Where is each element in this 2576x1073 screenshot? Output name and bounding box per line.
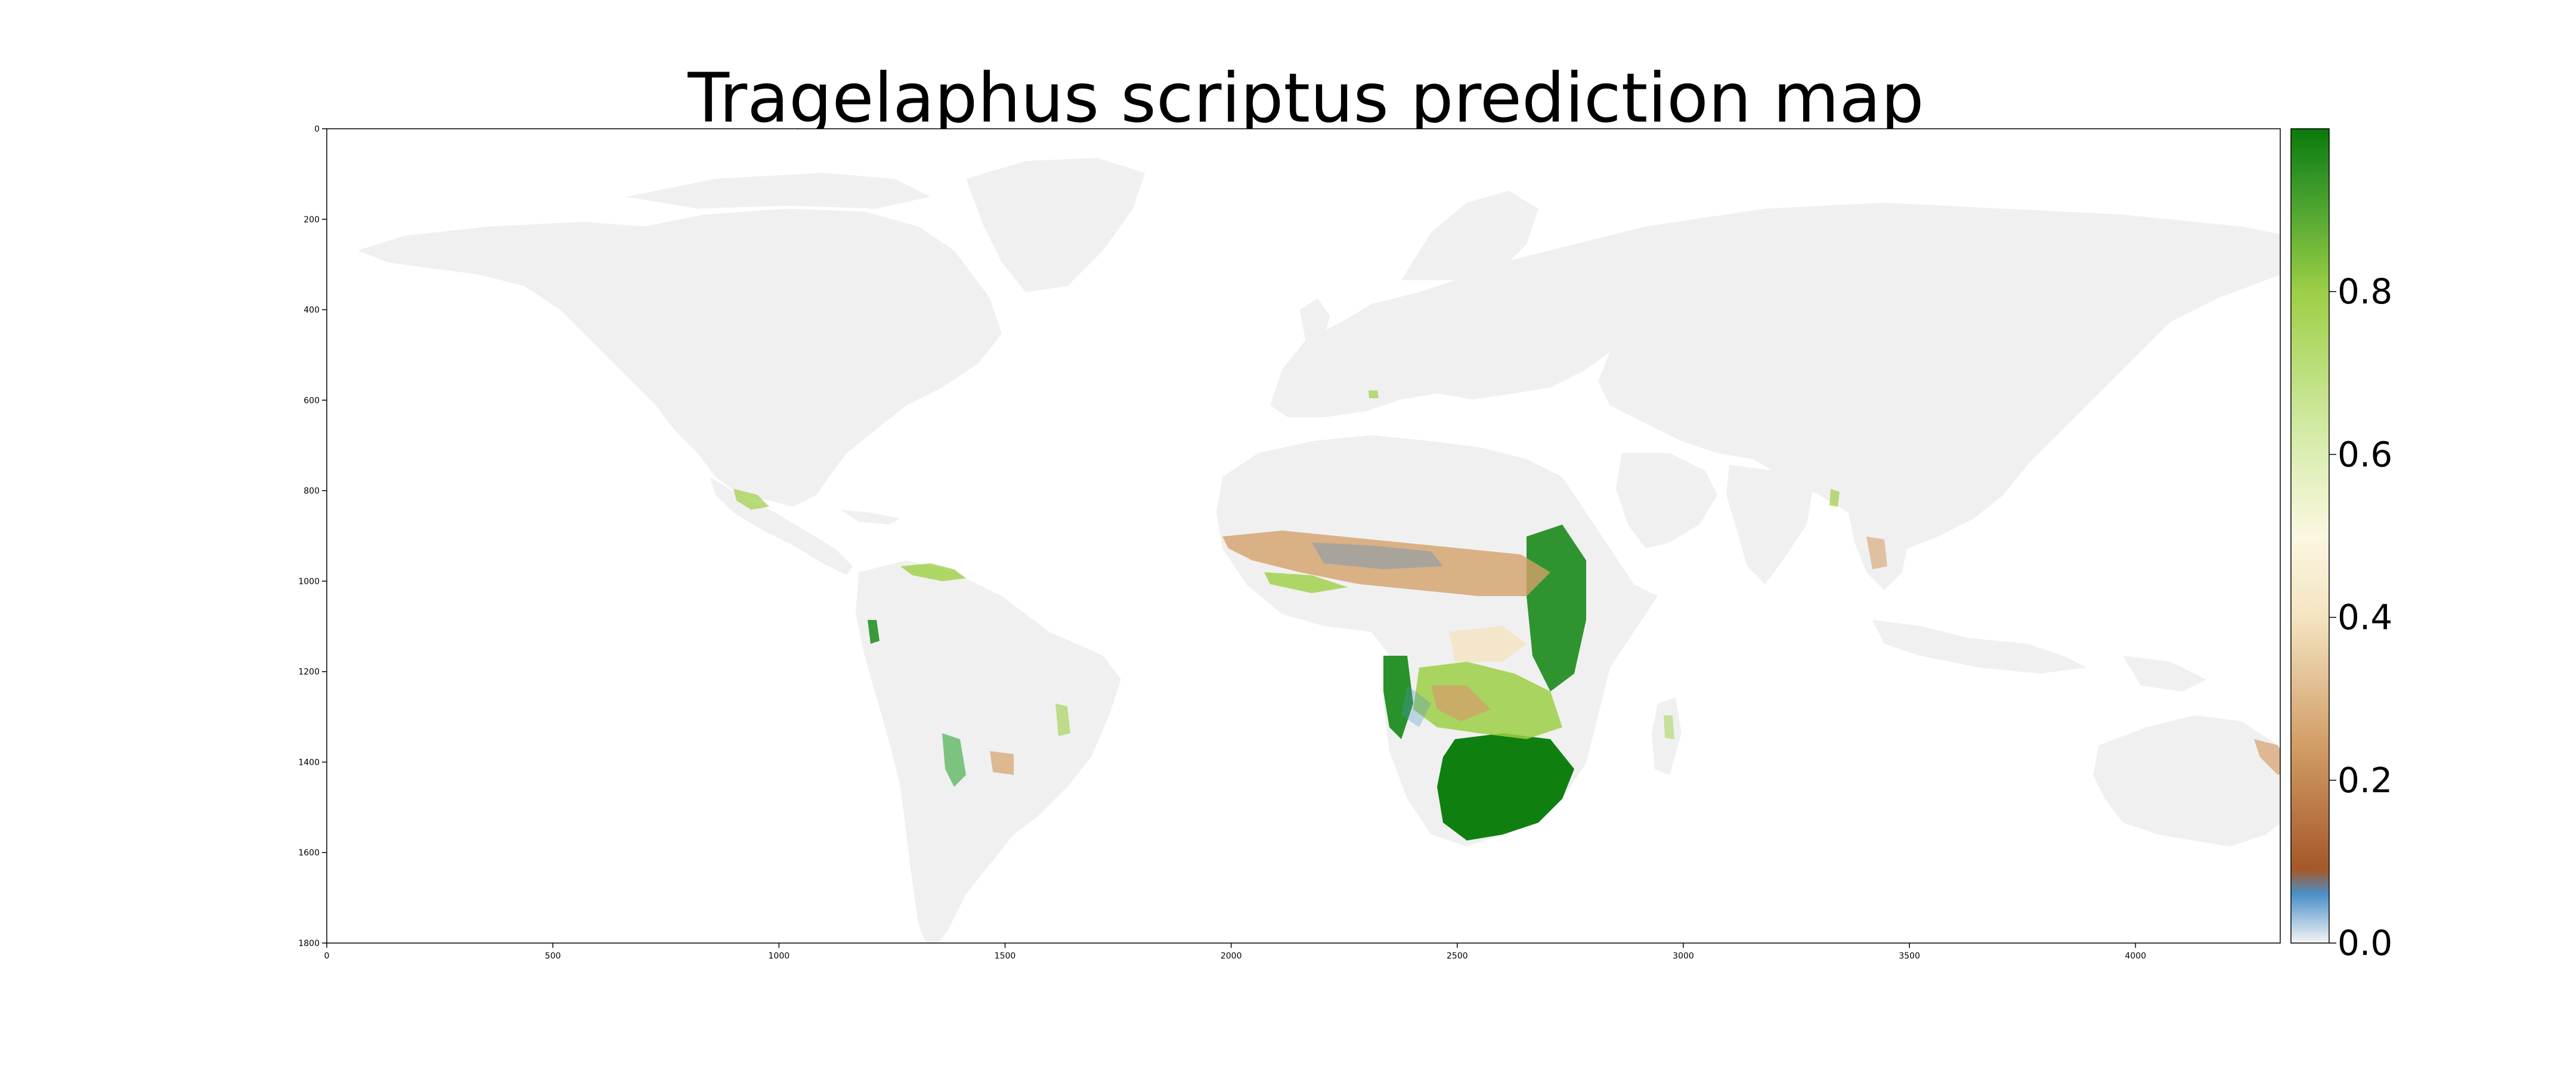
sahel-band-low <box>1312 542 1443 569</box>
x-tick-label: 4000 <box>2125 951 2147 961</box>
y-tick-label: 1600 <box>298 848 320 858</box>
y-axis-ticks: 0 200 400 600 800 1000 1200 1400 1600 1800 <box>298 125 327 948</box>
prediction-overlay <box>733 390 2280 841</box>
x-tick-label: 1000 <box>769 951 790 961</box>
x-tick-label: 0 <box>324 951 330 961</box>
y-tick-label: 600 <box>304 396 320 405</box>
landmass-new-guinea <box>2123 656 2206 691</box>
x-tick-label: 2000 <box>1221 951 1242 961</box>
landmasses <box>358 158 2439 943</box>
y-tick-label: 200 <box>304 215 320 225</box>
landmass-arctic-islands <box>626 173 930 209</box>
x-tick-label: 3500 <box>1899 951 1920 961</box>
x-tick-label: 3000 <box>1673 951 1694 961</box>
colorbar-tick-label: 0.4 <box>2337 597 2392 638</box>
plot-frame <box>326 128 2281 944</box>
x-axis-ticks: 0 500 1000 1500 2000 2500 3000 3500 4000 <box>324 943 2147 961</box>
y-tick-label: 1400 <box>298 758 320 767</box>
x-tick-label: 500 <box>545 951 561 961</box>
landmass-europe <box>1270 250 1628 417</box>
colorbar-tick-label: 0.0 <box>2337 923 2392 963</box>
south-america-coast-patch <box>1055 703 1070 736</box>
landmass-new-zealand <box>2409 852 2439 906</box>
landmass-south-america <box>856 560 1121 943</box>
south-america-north-patch <box>900 563 966 581</box>
landmass-north-america <box>358 209 1002 507</box>
y-tick-label: 1000 <box>298 577 320 587</box>
x-tick-label: 2500 <box>1447 951 1468 961</box>
landmass-caribbean <box>841 510 900 525</box>
southeast-asia-patch <box>1866 536 1887 569</box>
colorbar-tick-label: 0.8 <box>2337 271 2392 312</box>
mixed-central-africa <box>1413 662 1562 739</box>
y-tick-label: 1200 <box>298 668 320 677</box>
south-america-andes-patch <box>942 733 966 787</box>
central-africa-patchy <box>1449 626 1527 662</box>
colorbar-tick-label: 0.2 <box>2337 760 2392 801</box>
high-probability-angola <box>1383 656 1413 739</box>
landmass-scandinavia <box>1401 191 1538 280</box>
mediterranean-patch <box>1368 390 1379 398</box>
y-tick-label: 0 <box>314 125 320 134</box>
landmass-greenland <box>966 158 1145 292</box>
landmass-australia <box>2093 715 2280 846</box>
landmass-uk <box>1300 298 1330 343</box>
south-america-east-patch <box>990 751 1014 775</box>
sahel-band-green <box>1264 572 1348 593</box>
high-probability-southern-africa <box>1437 733 1574 841</box>
colorbar <box>2290 128 2330 944</box>
landmass-japan <box>2015 370 2051 435</box>
colorbar-tick-label: 0.6 <box>2337 434 2392 475</box>
map-title: Tragelaphus scriptus prediction map <box>688 58 1924 138</box>
central-africa-blue <box>1401 686 1431 727</box>
sahel-band-mixed <box>1222 531 1550 596</box>
high-probability-east-africa <box>1527 525 1586 691</box>
mexico-patch <box>733 489 769 510</box>
landmass-indonesia <box>1872 620 2087 674</box>
y-tick-label: 400 <box>304 306 320 315</box>
australia-east-patch <box>2254 739 2280 775</box>
madagascar-patch <box>1664 715 1674 739</box>
colorbar-ticks: 0.0 0.2 0.4 0.6 0.8 <box>2329 271 2392 963</box>
landmass-asia <box>1550 203 2280 548</box>
x-tick-label: 1500 <box>995 951 1016 961</box>
landmass-india <box>1726 465 1813 584</box>
south-asia-patch <box>1829 489 1840 507</box>
y-tick-label: 1800 <box>298 939 320 948</box>
low-probability-central-africa <box>1431 686 1491 721</box>
landmass-arabia <box>1616 453 1717 548</box>
y-tick-label: 800 <box>304 486 320 496</box>
south-america-west-patch <box>868 620 880 644</box>
